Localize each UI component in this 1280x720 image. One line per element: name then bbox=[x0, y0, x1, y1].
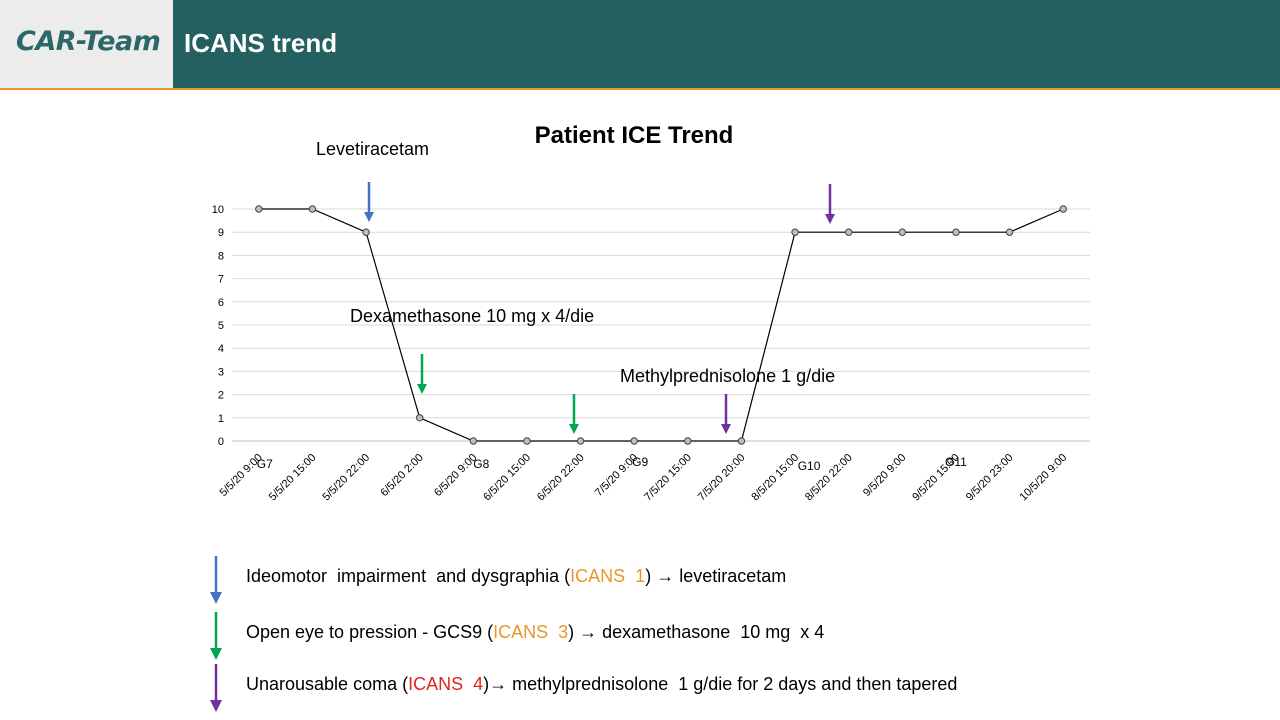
ice-data-point bbox=[469, 437, 478, 445]
blue-arrow-icon bbox=[210, 556, 222, 604]
annotation-levetiracetam: Levetiracetam bbox=[316, 139, 429, 159]
x-tick-label: 7/5/20 15:00 bbox=[642, 452, 694, 504]
levetiracetam-arrow-icon bbox=[364, 182, 374, 222]
legend-text-icans3: Open eye to pression - GCS9 (ICANS 3) → … bbox=[246, 622, 825, 642]
methylprednisolone-arrow-icon bbox=[721, 394, 731, 434]
car-team-logo: CAR-Team bbox=[16, 26, 161, 57]
treatment-arrows bbox=[364, 182, 835, 434]
ice-data-point bbox=[415, 414, 424, 422]
ice-data-point bbox=[308, 205, 317, 213]
ice-data-point bbox=[523, 437, 531, 445]
legend-row-dexamethasone: Open eye to pression - GCS9 (ICANS 3) → … bbox=[204, 610, 1204, 660]
y-tick-label: 1 bbox=[218, 413, 224, 425]
day-label: G9 bbox=[632, 455, 648, 469]
arrow-head bbox=[417, 384, 427, 394]
purple-arrow-icon bbox=[210, 664, 222, 712]
x-tick-label: 6/5/20 2:00 bbox=[378, 452, 425, 499]
legend-row-methylprednisolone: Unarousable coma (ICANS 4)→ methylpredni… bbox=[204, 662, 1204, 712]
ice-data-point bbox=[1005, 228, 1014, 236]
arrow-head bbox=[569, 424, 579, 434]
y-tick-label: 8 bbox=[218, 250, 224, 262]
ice-data-point bbox=[844, 228, 853, 236]
y-tick-label: 7 bbox=[218, 274, 224, 286]
day-label: G7 bbox=[257, 457, 273, 471]
ice-series-line bbox=[258, 208, 1064, 442]
annotation-dexamethasone: Dexamethasone 10 mg x 4/die bbox=[350, 306, 594, 326]
ice-data-point bbox=[630, 437, 638, 445]
day-label: G10 bbox=[798, 459, 821, 473]
legend-text-icans1: Ideomotor impairment and dysgraphia (ICA… bbox=[246, 566, 787, 586]
dexamethasone-arrow-icon bbox=[569, 394, 579, 434]
y-tick-label: 6 bbox=[218, 297, 224, 309]
dexamethasone-arrow-icon bbox=[417, 354, 427, 394]
x-tick-label: 7/5/20 20:00 bbox=[696, 452, 748, 504]
y-tick-label: 3 bbox=[218, 366, 224, 378]
green-arrow-icon bbox=[210, 612, 222, 660]
header-accent-rule bbox=[0, 88, 1280, 90]
chart-gridlines bbox=[232, 208, 1090, 442]
day-label: G11 bbox=[945, 455, 967, 469]
x-tick-label: 9/5/20 9:00 bbox=[861, 452, 908, 499]
day-label: G8 bbox=[473, 457, 489, 471]
x-tick-label: 6/5/20 22:00 bbox=[535, 452, 587, 504]
ice-series bbox=[255, 205, 1067, 445]
x-tick-label: 8/5/20 15:00 bbox=[749, 452, 801, 504]
methylprednisolone-arrow-icon bbox=[825, 184, 835, 224]
arrow-head bbox=[364, 212, 374, 222]
logo-box: CAR-Team bbox=[0, 0, 173, 88]
ice-data-point bbox=[791, 228, 799, 236]
x-tick-label: 10/5/20 9:00 bbox=[1018, 452, 1070, 504]
ice-data-point bbox=[576, 437, 585, 445]
chart-annotations: Levetiracetam Dexamethasone 10 mg x 4/die… bbox=[316, 139, 835, 386]
x-tick-label: 5/5/20 15:00 bbox=[267, 452, 319, 504]
ice-data-point bbox=[362, 228, 370, 236]
ice-data-point bbox=[898, 228, 907, 236]
legend-row-levetiracetam: Ideomotor impairment and dysgraphia (ICA… bbox=[204, 554, 1204, 604]
y-tick-label: 2 bbox=[218, 390, 224, 402]
annotation-methylprednisolone: Methylprednisolone 1 g/die bbox=[620, 366, 835, 386]
y-tick-label: 0 bbox=[218, 436, 224, 448]
arrow-head bbox=[825, 214, 835, 224]
legend-text-icans4: Unarousable coma (ICANS 4)→ methylpredni… bbox=[246, 674, 958, 694]
y-tick-label: 4 bbox=[218, 343, 224, 355]
y-tick-label: 5 bbox=[218, 320, 224, 332]
x-tick-label: 5/5/20 22:00 bbox=[320, 452, 372, 504]
y-tick-label: 10 bbox=[212, 204, 224, 216]
ice-data-point bbox=[737, 437, 746, 445]
ice-data-point bbox=[952, 228, 960, 236]
ice-data-point bbox=[1059, 205, 1067, 213]
slide-title: ICANS trend bbox=[184, 28, 338, 58]
x-tick-label: 9/5/20 23:00 bbox=[964, 452, 1016, 504]
y-tick-label: 9 bbox=[218, 227, 224, 239]
day-labels: G7 G8 G9 G10 G11 bbox=[257, 455, 967, 473]
ice-data-point bbox=[255, 205, 263, 213]
ice-data-point bbox=[684, 437, 692, 445]
arrow-head bbox=[721, 424, 731, 434]
header-bar: CAR-Team ICANS trend bbox=[0, 0, 1280, 88]
chart-title: Patient ICE Trend bbox=[535, 122, 734, 149]
y-axis-ticks: 0 1 2 3 4 5 6 7 8 9 10 bbox=[212, 204, 224, 448]
